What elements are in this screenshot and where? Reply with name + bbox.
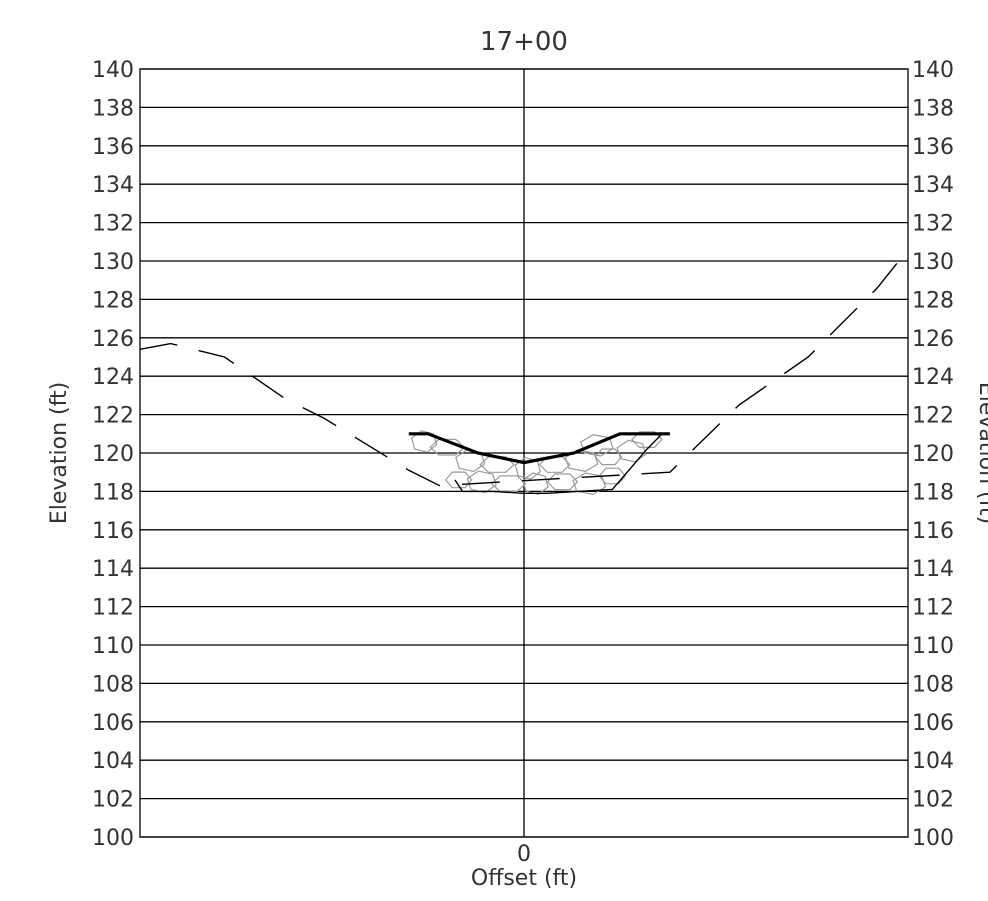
y-tick-label-right: 110 bbox=[912, 634, 954, 659]
y-tick-label-right: 106 bbox=[912, 711, 954, 736]
riprap-stone bbox=[429, 438, 466, 456]
x-axis-label: Offset (ft) bbox=[471, 866, 577, 891]
y-tick-label: 138 bbox=[92, 96, 134, 121]
y-tick-label: 124 bbox=[92, 365, 134, 390]
riprap-stone bbox=[411, 430, 438, 453]
y-tick-label-right: 104 bbox=[912, 749, 954, 774]
riprap-stone bbox=[564, 449, 599, 473]
y-tick-label-right: 126 bbox=[912, 327, 954, 352]
chart-title: 17+00 bbox=[480, 27, 568, 57]
riprap-stone bbox=[546, 473, 579, 491]
y-tick-label: 116 bbox=[92, 519, 134, 544]
y-tick-label-right: 130 bbox=[912, 250, 954, 275]
riprap-stone bbox=[479, 456, 515, 473]
y-tick-label: 136 bbox=[92, 135, 134, 160]
x-tick-label: 0 bbox=[517, 842, 531, 867]
y-tick-label-right: 120 bbox=[912, 442, 954, 467]
y-tick-label: 118 bbox=[92, 480, 134, 505]
plot-frame bbox=[139, 68, 909, 838]
y-tick-label-right: 136 bbox=[912, 135, 954, 160]
y-tick-label-right: 114 bbox=[912, 557, 954, 582]
y-tick-label-right: 132 bbox=[912, 212, 954, 237]
y-tick-label: 110 bbox=[92, 634, 134, 659]
y-tick-label: 134 bbox=[92, 173, 134, 198]
y-tick-label-right: 100 bbox=[912, 826, 954, 851]
y-tick-label-right: 102 bbox=[912, 788, 954, 813]
y-axis-label-right: Elevation (ft) bbox=[974, 382, 988, 524]
series-line-solid-thin bbox=[454, 433, 663, 494]
y-tick-label-right: 140 bbox=[912, 58, 954, 83]
y-tick-label-right: 128 bbox=[912, 288, 954, 313]
riprap-stone bbox=[490, 475, 527, 493]
x-tick-labels: 0 bbox=[517, 842, 531, 867]
y-tick-label: 120 bbox=[92, 442, 134, 467]
y-tick-label-right: 122 bbox=[912, 404, 954, 429]
right-tick-labels: 100 102 104 106 108 110 112 114 116 118 120 122 124 1… bbox=[912, 58, 954, 851]
y-tick-label: 130 bbox=[92, 250, 134, 275]
y-tick-label-right: 138 bbox=[912, 96, 954, 121]
series-line-solid-bold bbox=[408, 432, 670, 465]
y-tick-label-right: 108 bbox=[912, 672, 954, 697]
riprap-stone bbox=[466, 470, 497, 494]
y-tick-label: 106 bbox=[92, 711, 134, 736]
riprap-stone bbox=[444, 471, 473, 489]
y-tick-label: 100 bbox=[92, 826, 134, 851]
y-tick-label: 104 bbox=[92, 749, 134, 774]
y-tick-label: 112 bbox=[92, 596, 134, 621]
y-tick-label-right: 134 bbox=[912, 173, 954, 198]
y-tick-label: 132 bbox=[92, 212, 134, 237]
y-tick-label-right: 112 bbox=[912, 596, 954, 621]
y-axis-label-left: Elevation (ft) bbox=[47, 382, 72, 524]
y-tick-label: 128 bbox=[92, 288, 134, 313]
y-tick-label: 126 bbox=[92, 327, 134, 352]
y-tick-label: 122 bbox=[92, 404, 134, 429]
y-tick-label-right: 118 bbox=[912, 480, 954, 505]
series-group bbox=[139, 249, 909, 494]
y-tick-label: 102 bbox=[92, 788, 134, 813]
y-tick-label-right: 124 bbox=[912, 365, 954, 390]
y-tick-label: 114 bbox=[92, 557, 134, 582]
riprap-stone bbox=[616, 439, 647, 463]
y-tick-label-right: 116 bbox=[912, 519, 954, 544]
y-tick-label: 108 bbox=[92, 672, 134, 697]
riprap-stone bbox=[594, 448, 623, 466]
series-line-dashed bbox=[139, 249, 909, 487]
riprap-stone bbox=[631, 431, 663, 448]
y-tick-label: 140 bbox=[92, 58, 134, 83]
left-tick-labels: 100 102 104 106 108 110 112 114 116 118 120 122 124 1… bbox=[92, 58, 134, 851]
